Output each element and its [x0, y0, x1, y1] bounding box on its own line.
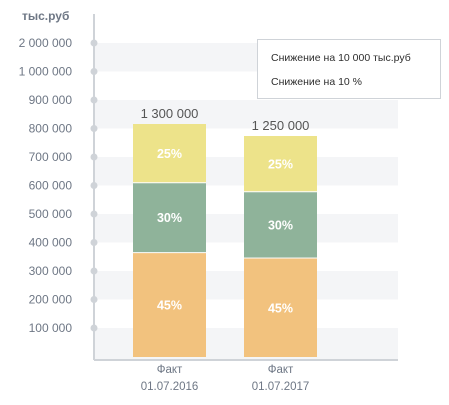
legend-item-percent: Снижение на 10 %: [271, 76, 363, 88]
y-tick-label: 500 000: [29, 207, 73, 221]
y-tick-marker: [90, 239, 98, 246]
bar-segment: [244, 191, 317, 258]
bar-total-label: 1 250 000: [252, 118, 310, 133]
bar-total-label: 1 300 000: [141, 106, 199, 121]
y-tick-label: 600 000: [29, 179, 73, 193]
x-category-date: 01.07.2017: [252, 381, 310, 393]
y-axis-title: тыс.руб: [22, 9, 69, 23]
segment-label: 45%: [268, 301, 293, 315]
y-tick-label: 100 000: [29, 321, 73, 335]
bar-segment: [133, 182, 206, 253]
x-category-date: 01.07.2016: [141, 381, 199, 393]
bar-segment: [133, 252, 206, 357]
y-tick-marker: [90, 182, 98, 189]
y-tick-label: 1 000 000: [19, 65, 73, 79]
segment-label: 30%: [268, 218, 293, 232]
bar-segment: [244, 257, 317, 357]
x-category-label: Факт: [157, 364, 183, 376]
y-tick-marker: [90, 96, 98, 104]
segment-label: 25%: [268, 158, 293, 172]
grid-band: [94, 100, 398, 129]
legend-box: Снижение на 10 000 тыс.руб Снижение на 1…: [257, 39, 441, 99]
y-tick-label: 300 000: [29, 264, 73, 278]
y-tick-marker: [90, 296, 98, 303]
segment-label: 45%: [157, 299, 182, 313]
bar-segment: [244, 136, 317, 192]
y-tick-label: 700 000: [29, 150, 73, 164]
y-tick-marker: [90, 39, 98, 47]
y-tick-label: 200 000: [29, 293, 73, 307]
x-category-label: Факт: [268, 364, 294, 376]
y-tick-label: 800 000: [29, 122, 73, 136]
y-tick-label: 900 000: [29, 93, 73, 107]
bar-segment: [133, 124, 206, 183]
segment-label: 30%: [157, 211, 182, 225]
y-tick-marker: [90, 210, 98, 218]
y-tick-label: 400 000: [29, 236, 73, 250]
segment-label: 25%: [157, 147, 182, 161]
y-tick-marker: [90, 125, 98, 132]
y-tick-marker: [90, 153, 98, 161]
y-tick-marker: [90, 324, 98, 332]
y-tick-label: 2 000 000: [19, 36, 73, 50]
y-tick-marker: [90, 267, 98, 275]
y-tick-marker: [90, 68, 98, 75]
legend-item-amount: Снижение на 10 000 тыс.руб: [271, 52, 411, 64]
